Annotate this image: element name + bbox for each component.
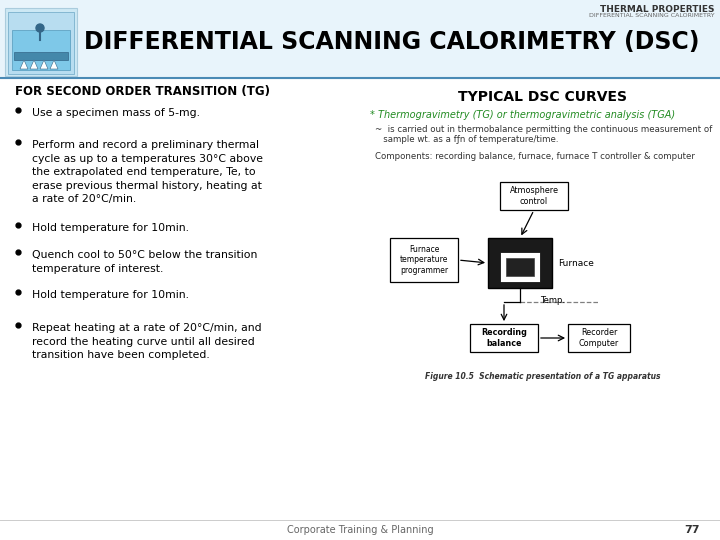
Bar [500,182,568,210]
Bar [470,324,538,352]
Text: ~  is carried out in thermobalance permitting the continuous measurement of: ~ is carried out in thermobalance permit… [375,125,712,134]
Text: Hold temperature for 10min.: Hold temperature for 10min. [32,290,189,300]
Bar [0,0,720,78]
Bar [568,324,630,352]
Text: Perform and record a preliminary thermal
cycle as up to a temperatures 30°C abov: Perform and record a preliminary thermal… [32,140,263,205]
Bar [14,52,68,60]
Bar [390,238,458,282]
Text: Corporate Training & Planning: Corporate Training & Planning [287,525,433,535]
Bar [12,30,70,70]
Text: Hold temperature for 10min.: Hold temperature for 10min. [32,223,189,233]
Bar [488,238,552,288]
Text: Components: recording balance, furnace, furnace T controller & computer: Components: recording balance, furnace, … [375,152,695,161]
Text: Use a specimen mass of 5-mg.: Use a specimen mass of 5-mg. [32,108,200,118]
Text: sample wt. as a fƒn of temperature/time.: sample wt. as a fƒn of temperature/time. [375,135,559,144]
Text: Figure 10.5  Schematic presentation of a TG apparatus: Figure 10.5 Schematic presentation of a … [425,372,660,381]
Text: FOR SECOND ORDER TRANSITION (TG): FOR SECOND ORDER TRANSITION (TG) [15,85,270,98]
Polygon shape [20,60,28,69]
Polygon shape [30,60,38,69]
Bar [500,252,540,282]
Polygon shape [50,60,58,69]
Text: Repeat heating at a rate of 20°C/min, and
record the heating curve until all des: Repeat heating at a rate of 20°C/min, an… [32,323,261,360]
Text: * Thermogravimetry (TG) or thermogravimetric analysis (TGA): * Thermogravimetry (TG) or thermogravime… [370,110,675,120]
Text: Temp.: Temp. [540,296,565,305]
Text: Furnace
temperature
programmer: Furnace temperature programmer [400,245,448,275]
Text: DIFFERENTIAL SCANNING CALORIMETRY: DIFFERENTIAL SCANNING CALORIMETRY [590,13,715,18]
Text: Quench cool to 50°C below the transition
temperature of interest.: Quench cool to 50°C below the transition… [32,250,257,274]
Text: THERMAL PROPERTIES: THERMAL PROPERTIES [600,5,715,14]
Text: Recorder
Computer: Recorder Computer [579,328,619,348]
Circle shape [36,24,44,32]
Text: Atmosphere
control: Atmosphere control [510,186,559,206]
Bar [506,258,534,276]
Text: 77: 77 [685,525,700,535]
Text: TYPICAL DSC CURVES: TYPICAL DSC CURVES [458,90,627,104]
Text: Furnace: Furnace [558,259,594,267]
Bar [5,8,77,76]
Bar [8,12,74,74]
Polygon shape [40,60,48,69]
Text: DIFFERENTIAL SCANNING CALORIMETRY (DSC): DIFFERENTIAL SCANNING CALORIMETRY (DSC) [84,30,700,54]
Text: Recording
balance: Recording balance [481,328,527,348]
